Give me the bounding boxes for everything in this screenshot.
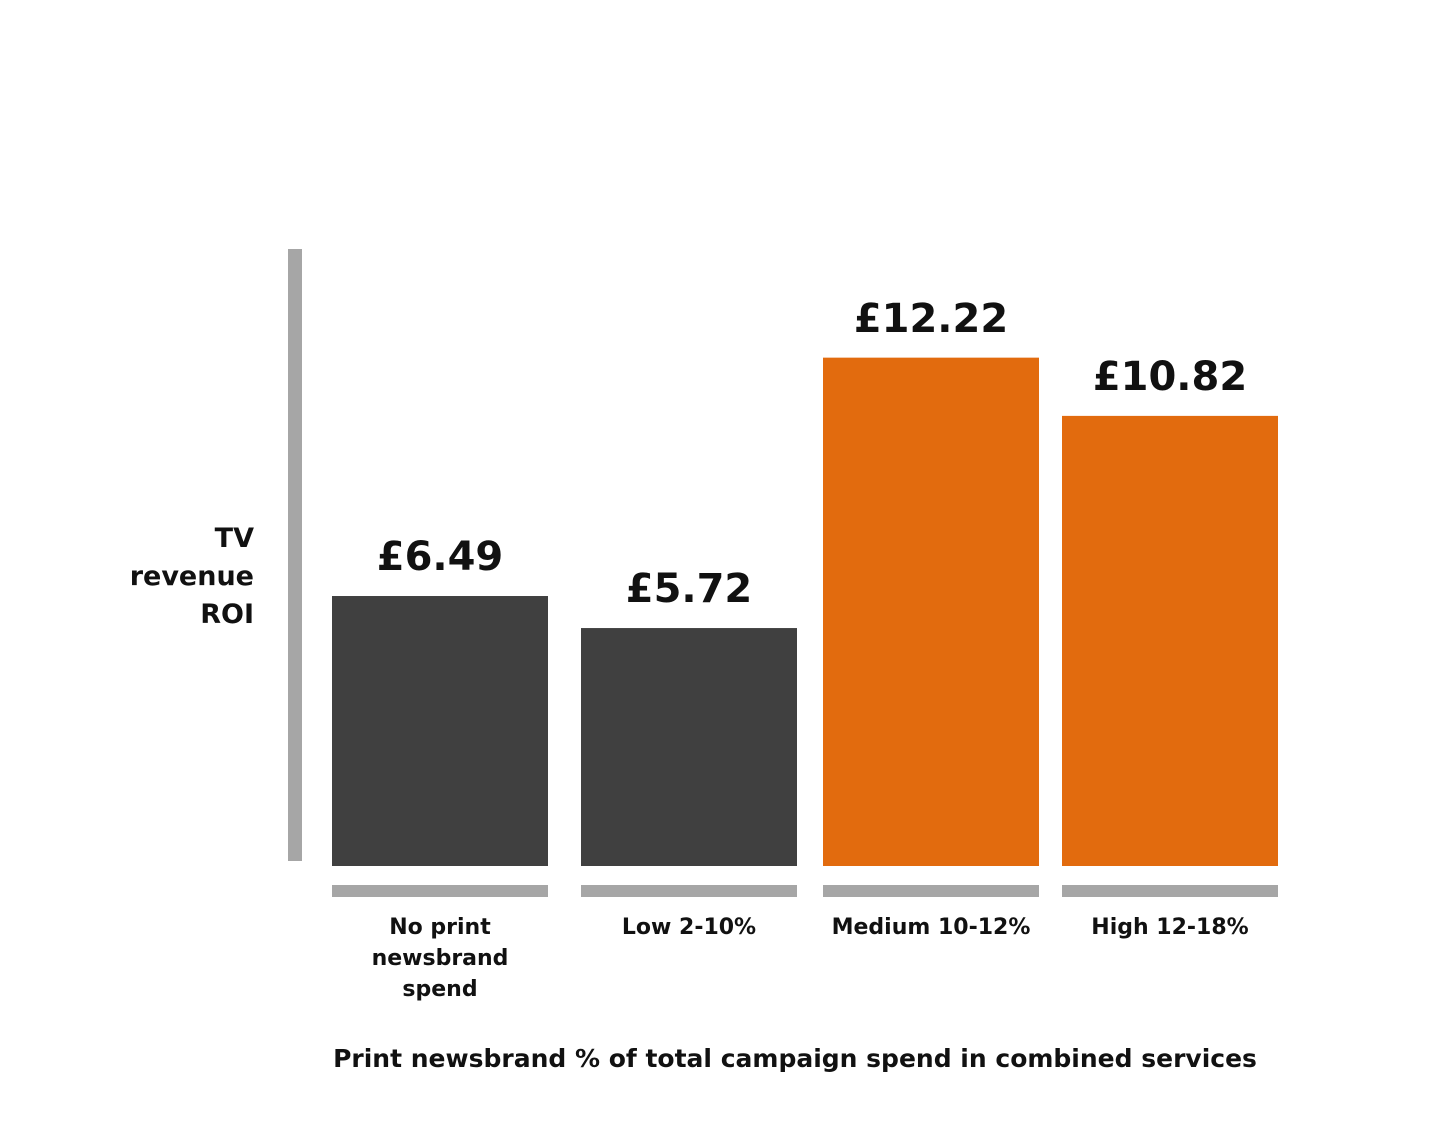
category-tick-group (332, 885, 1278, 897)
category-label-2: Medium 10-12% (831, 915, 1031, 940)
y-axis-label: TV revenue ROI (129, 523, 254, 630)
bar-0 (332, 596, 548, 866)
category-label-0: No print newsbrand spend (371, 915, 509, 1002)
bars-group (332, 357, 1278, 866)
category-tick-3 (1062, 885, 1278, 897)
category-tick-0 (332, 885, 548, 897)
bar-1 (581, 628, 797, 866)
y-axis-line (288, 249, 302, 861)
bar-3 (1062, 415, 1278, 866)
value-label-0: £6.49 (376, 534, 504, 581)
value-label-3: £10.82 (1092, 353, 1248, 400)
value-label-1: £5.72 (625, 566, 753, 613)
value-label-2: £12.22 (853, 295, 1009, 342)
category-tick-1 (581, 885, 797, 897)
category-tick-2 (823, 885, 1039, 897)
category-label-3: High 12-18% (1091, 915, 1249, 940)
x-axis-label: Print newsbrand % of total campaign spen… (333, 1044, 1257, 1073)
bar-2 (823, 357, 1039, 866)
category-label-1: Low 2-10% (621, 915, 757, 940)
